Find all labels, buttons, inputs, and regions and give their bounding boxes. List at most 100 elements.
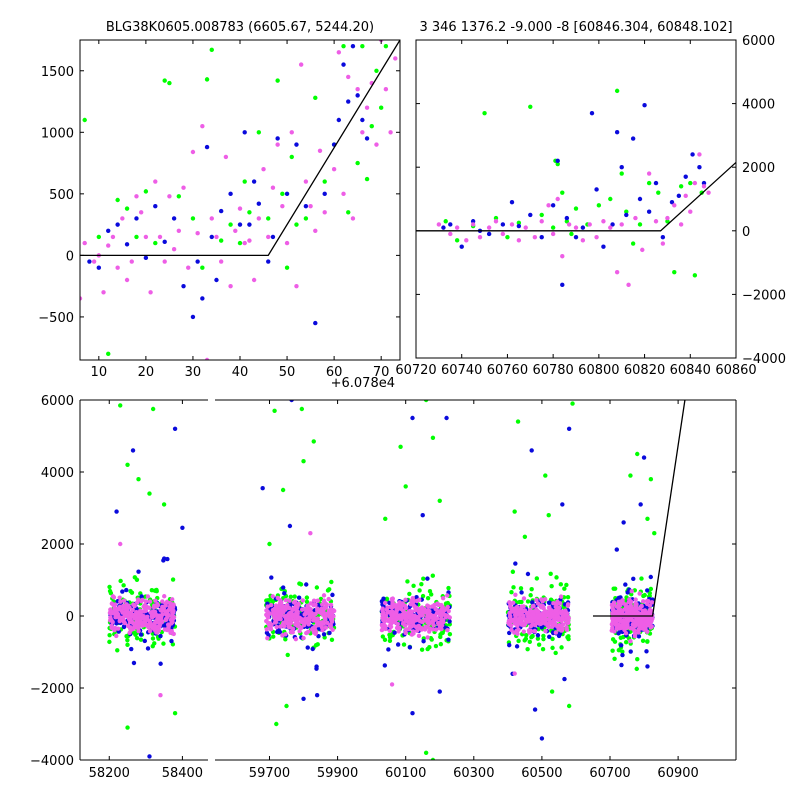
y-tick-label: −4000 [30,754,74,769]
data-point-magenta [551,600,556,606]
data-point-magenta [307,608,312,613]
data-point-magenta [528,628,534,634]
data-point-blue [556,633,562,639]
data-point-green [493,215,499,221]
data-point-green [327,587,332,592]
data-point-blue [162,622,167,627]
data-point-blue [218,208,224,214]
data-point-blue [158,661,163,666]
data-point-magenta [511,600,516,606]
plot-area [416,88,736,288]
data-point-green [536,626,541,632]
data-point-magenta [169,608,175,613]
data-point-magenta [159,619,165,624]
data-point-magenta [290,630,295,635]
data-point-blue [459,244,464,249]
data-point-blue [305,645,310,650]
data-point-green [129,590,135,595]
data-point-magenta [301,635,306,641]
data-point-magenta [628,613,633,618]
data-point-magenta [129,614,135,619]
data-point-green [505,234,510,240]
data-point-magenta [529,615,535,620]
data-point-blue [470,219,476,224]
data-point-magenta [387,628,393,634]
y-tick-label: 2000 [742,161,775,176]
data-point-magenta [153,625,159,630]
data-point-blue [564,215,570,221]
data-point-magenta [284,617,289,623]
data-point-magenta [283,607,288,612]
data-point-magenta [432,617,437,622]
x-tick-label: 60800 [578,363,619,378]
data-point-blue [624,212,629,218]
x-tick-label: 60860 [715,363,756,378]
data-point-green [548,571,553,576]
data-point-magenta [594,234,599,240]
data-point-magenta [403,605,409,611]
data-point-magenta [413,608,418,613]
data-point-magenta [274,624,279,630]
data-point-green [516,638,521,644]
data-point-magenta [282,614,288,619]
data-point-blue [247,222,252,227]
data-point-blue [573,234,579,240]
data-point-magenta [445,604,450,610]
data-point-blue [303,203,309,209]
data-point-magenta [233,228,238,233]
x-tick-label: 60900 [657,766,698,781]
data-point-magenta [101,290,106,295]
data-point-magenta [283,597,289,603]
data-point-magenta [560,626,565,632]
data-point-magenta [546,203,551,208]
data-point-magenta [315,598,320,603]
data-point-green [688,180,693,186]
panel-top-right: 60720 60740 60760 60780 60800 60820 60840 60860… [395,34,786,378]
data-point-magenta [168,630,173,635]
data-point-green [438,641,444,647]
data-point-green [624,209,629,214]
data-point-green [322,179,327,184]
data-point-blue [392,630,397,635]
data-point-magenta [639,620,644,625]
data-point-magenta [110,234,116,240]
data-point-magenta [510,607,516,613]
data-point-green [150,406,156,412]
data-point-magenta [304,616,310,622]
data-point-magenta [550,612,555,618]
data-point-magenta [328,625,334,630]
data-point-green [618,635,624,640]
data-point-magenta [640,247,645,253]
data-point-magenta [508,623,514,628]
data-point-magenta [131,602,136,607]
data-point-magenta [532,629,537,634]
data-point-green [364,176,370,182]
data-point-green [554,575,559,580]
data-point-magenta [143,234,149,240]
data-point-green [118,578,123,584]
data-point-magenta [146,625,151,630]
data-point-green [280,487,286,493]
data-point-green [285,652,290,658]
data-point-blue [138,632,144,637]
data-point-magenta [286,605,292,611]
data-point-green [242,179,247,184]
data-point-blue [425,576,430,581]
data-point-magenta [266,234,271,240]
data-point-magenta [261,167,266,172]
data-point-magenta [420,613,425,618]
data-point-blue [528,212,533,218]
x-tick-label: 70 [373,365,390,380]
data-point-green [152,588,158,593]
data-point-magenta [142,605,148,611]
data-point-blue [114,621,119,626]
data-point-blue [539,625,544,630]
data-point-magenta [660,241,666,246]
data-point-blue [414,594,419,600]
data-point-magenta [706,190,711,195]
data-point-green [228,222,233,227]
data-point-blue [115,222,120,227]
data-point-magenta [614,269,620,275]
data-point-magenta [293,636,299,642]
data-point-magenta [346,74,351,80]
